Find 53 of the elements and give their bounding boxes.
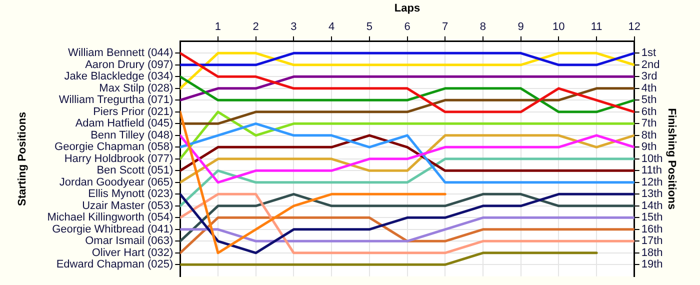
text: Uzair Master (053) (82, 200, 174, 212)
x-tick-label: 9 (518, 20, 524, 33)
x-axis-title: Laps (394, 2, 420, 15)
text: Georgie Chapman (058) (54, 141, 174, 154)
x-tick-label: 4 (328, 20, 335, 33)
y-tick-label: 6th (641, 106, 657, 118)
y-tick-label: 3rd (641, 70, 658, 83)
y-tick-label: 16th (641, 223, 663, 236)
text: Benn Tilley (048) (90, 129, 174, 142)
x-tick-label: 11 (590, 20, 602, 33)
text: Michael Killingworth (054) (47, 212, 174, 224)
text: Ellis Mynott (023) (88, 188, 174, 200)
x-tick-label: 8 (480, 20, 486, 33)
x-tick-label: 2 (252, 20, 259, 33)
x-tick-label: 6 (404, 20, 410, 33)
y-tick-label: 2nd (641, 58, 660, 71)
text: William Bennett (044) (68, 47, 174, 60)
y-tick-label: 9th (641, 141, 657, 154)
y-tick-label: 8th (641, 129, 657, 142)
x-tick-label: 12 (628, 20, 641, 33)
x-tick-label: 7 (442, 20, 448, 33)
text: Harry Holdbrook (077) (64, 152, 174, 165)
y-tick-label: 7th (641, 118, 657, 130)
text: Jake Blackledge (034) (64, 70, 174, 83)
text: Oliver Hart (032) (92, 246, 174, 259)
x-tick-label: 5 (366, 20, 372, 33)
y-tick-label: 19th (641, 258, 663, 271)
x-tick-label: 3 (290, 20, 297, 33)
y-tick-label: 10th (641, 152, 663, 165)
y-tick-label: 12th (641, 176, 663, 188)
text: William Tregurtha (071) (58, 94, 174, 106)
y-tick-label: 11th (641, 164, 662, 177)
text: Ben Scott (051) (96, 164, 174, 177)
text: Edward Chapman (025) (56, 258, 174, 271)
text: Max Stilp (028) (99, 82, 174, 94)
y-tick-label: 13th (641, 188, 663, 200)
text: Piers Prior (021) (93, 106, 174, 118)
y-tick-label: 5th (641, 94, 657, 106)
y-axis-title: Finishing Positions (665, 108, 678, 210)
y-tick-label: 15th (641, 212, 663, 224)
y-tick-label: 4th (641, 82, 657, 94)
text: Georgie Whitbread (041) (52, 223, 174, 236)
text: Adam Hatfield (045) (75, 118, 174, 130)
text: Jordan Goodyear (065) (59, 176, 174, 188)
y-tick-label: 17th (641, 235, 663, 248)
y-tick-label: 18th (641, 246, 663, 259)
y-tick-label: 1st (641, 47, 656, 60)
text: Aaron Drury (097) (85, 58, 174, 71)
text: Omar Ismail (063) (85, 235, 174, 248)
x-tick-label: 1 (214, 20, 222, 33)
y-tick-label: 14th (641, 200, 663, 212)
text: Starting Positions (16, 112, 29, 206)
x-tick-label: 10 (552, 20, 565, 33)
